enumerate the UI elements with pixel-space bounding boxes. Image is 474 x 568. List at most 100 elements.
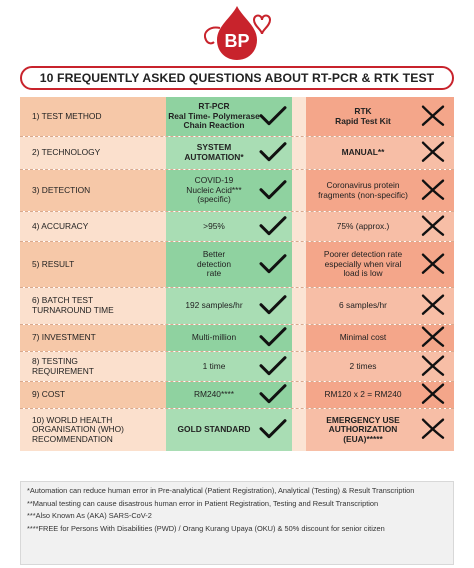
check-icon: [258, 214, 288, 239]
rtk-cell: 75% (approx.): [306, 212, 454, 241]
cross-icon: [420, 353, 446, 380]
footnote: **Manual testing can cause disastrous hu…: [27, 498, 379, 508]
check-icon: [258, 178, 288, 203]
cross-icon: [420, 251, 446, 278]
cross-icon: [420, 177, 446, 204]
check-icon: [258, 294, 288, 319]
rt-pcr-cell: RM240****: [166, 382, 292, 408]
rt-pcr-value: Better detection rate: [197, 249, 231, 279]
rtk-value: RTK Rapid Test Kit: [335, 105, 391, 126]
table-row: 10) WORLD HEALTH ORGANISATION (WHO) RECOMM…: [20, 409, 454, 451]
rtk-value: MANUAL**: [341, 147, 385, 158]
footnote: *Automation can reduce human error in Pr…: [27, 486, 415, 495]
row-label-text: 6) BATCH TEST TURNAROUND TIME: [32, 295, 114, 315]
rtk-cell: Poorer detection rate especially when vir…: [306, 242, 454, 287]
rtk-cell: Coronavirus protein fragments (non-specif…: [306, 170, 454, 211]
rt-pcr-cell: RT-PCR Real Time- Polymerase Chain Reactio…: [166, 97, 292, 136]
cross-icon: [420, 140, 446, 167]
table-row: 7) INVESTMENT Multi-million Minimal cost: [20, 325, 454, 352]
column-gap: [292, 409, 306, 451]
rt-pcr-cell: Better detection rate: [166, 242, 292, 287]
cross-icon: [420, 382, 446, 409]
row-label: 7) INVESTMENT: [20, 325, 166, 351]
row-label-text: 4) ACCURACY: [32, 220, 89, 231]
table-row: 9) COST RM240**** RM120 x 2 = RM240: [20, 382, 454, 409]
rt-pcr-value: RM240****: [193, 389, 235, 400]
row-label: 4) ACCURACY: [20, 212, 166, 241]
cross-icon: [420, 103, 446, 130]
column-gap: [292, 137, 306, 169]
rtk-cell: MANUAL**: [306, 137, 454, 169]
logo-text: BP: [224, 31, 249, 51]
rtk-cell: 6 samples/hr: [306, 288, 454, 324]
cross-icon: [420, 417, 446, 444]
rt-pcr-cell: 1 time: [166, 352, 292, 381]
row-label-text: 2) TECHNOLOGY: [32, 147, 101, 158]
check-icon: [258, 141, 288, 166]
rt-pcr-value: GOLD STANDARD: [177, 424, 251, 435]
row-label-text: 3) DETECTION: [32, 184, 91, 195]
rtk-cell: EMERGENCY USE AUTHORIZATION (EUA)*****: [306, 409, 454, 451]
column-gap: [292, 97, 306, 136]
rt-pcr-value: 1 time: [202, 360, 226, 371]
rtk-cell: 2 times: [306, 352, 454, 381]
column-gap: [292, 382, 306, 408]
rtk-value: Poorer detection rate especially when vir…: [323, 249, 403, 279]
rt-pcr-value: Multi-million: [191, 332, 237, 343]
rtk-value: 6 samples/hr: [339, 300, 387, 311]
table-row: 5) RESULT Better detection rate Poorer detec…: [20, 242, 454, 288]
rtk-value: RM120 x 2 = RM240: [324, 389, 402, 400]
rt-pcr-cell: GOLD STANDARD: [166, 409, 292, 451]
table-row: 6) BATCH TEST TURNAROUND TIME 192 samples/…: [20, 288, 454, 325]
rt-pcr-cell: 192 samples/hr: [166, 288, 292, 324]
comparison-table: 1) TEST METHOD RT-PCR Real Time- Polymeras…: [20, 97, 454, 451]
footnotes: *Automation can reduce human error in Pr…: [20, 481, 454, 565]
cross-icon: [420, 293, 446, 320]
row-label-text: 10) WORLD HEALTH ORGANISATION (WHO) RECOMM…: [32, 414, 124, 444]
column-gap: [292, 325, 306, 351]
row-label: 8) TESTING REQUIREMENT: [20, 352, 166, 381]
rtk-cell: RTK Rapid Test Kit: [306, 97, 454, 136]
table-row: 4) ACCURACY >95% 75% (approx.): [20, 212, 454, 242]
rtk-value: Minimal cost: [339, 332, 387, 343]
row-label: 1) TEST METHOD: [20, 97, 166, 136]
cross-icon: [420, 213, 446, 240]
check-icon: [258, 383, 288, 408]
rt-pcr-value: 192 samples/hr: [185, 300, 243, 311]
rtk-value: Coronavirus protein fragments (non-specif…: [318, 179, 408, 200]
column-gap: [292, 170, 306, 211]
row-label-text: 9) COST: [32, 389, 66, 400]
table-row: 8) TESTING REQUIREMENT 1 time 2 times: [20, 352, 454, 382]
rt-pcr-cell: Multi-million: [166, 325, 292, 351]
rt-pcr-value: >95%: [203, 220, 225, 231]
footnote: ***Also Known As (AKA) SARS-CoV-2: [27, 511, 152, 521]
rt-pcr-cell: SYSTEM AUTOMATION*: [166, 137, 292, 169]
rtk-value: EMERGENCY USE AUTHORIZATION (EUA)*****: [326, 414, 400, 444]
column-gap: [292, 242, 306, 287]
footnote: ****FREE for Persons With Disabilities (…: [27, 523, 385, 533]
row-label: 10) WORLD HEALTH ORGANISATION (WHO) RECOMM…: [20, 409, 166, 451]
column-gap: [292, 288, 306, 324]
check-icon: [258, 354, 288, 379]
table-row: 2) TECHNOLOGY SYSTEM AUTOMATION* MANUAL**: [20, 137, 454, 170]
check-icon: [258, 418, 288, 443]
row-label-text: 5) RESULT: [32, 258, 75, 269]
column-gap: [292, 212, 306, 241]
row-label: 6) BATCH TEST TURNAROUND TIME: [20, 288, 166, 324]
row-label-text: 1) TEST METHOD: [32, 110, 102, 121]
rtk-cell: Minimal cost: [306, 325, 454, 351]
row-label-text: 8) TESTING REQUIREMENT: [32, 355, 94, 376]
page-title: 10 FREQUENTLY ASKED QUESTIONS ABOUT RT-P…: [20, 66, 454, 90]
bp-logo: BP: [192, 2, 282, 62]
row-label: 9) COST: [20, 382, 166, 408]
row-label: 3) DETECTION: [20, 170, 166, 211]
table-row: 1) TEST METHOD RT-PCR Real Time- Polymeras…: [20, 97, 454, 137]
rt-pcr-value: COVID-19 Nucleic Acid*** (specific): [186, 175, 242, 205]
rtk-value: 2 times: [349, 360, 377, 371]
rt-pcr-cell: >95%: [166, 212, 292, 241]
row-label-text: 7) INVESTMENT: [32, 332, 96, 343]
rt-pcr-value: RT-PCR Real Time- Polymerase Chain Reactio…: [168, 101, 260, 131]
rt-pcr-value: SYSTEM AUTOMATION*: [184, 142, 244, 162]
check-icon: [258, 252, 288, 277]
rt-pcr-cell: COVID-19 Nucleic Acid*** (specific): [166, 170, 292, 211]
